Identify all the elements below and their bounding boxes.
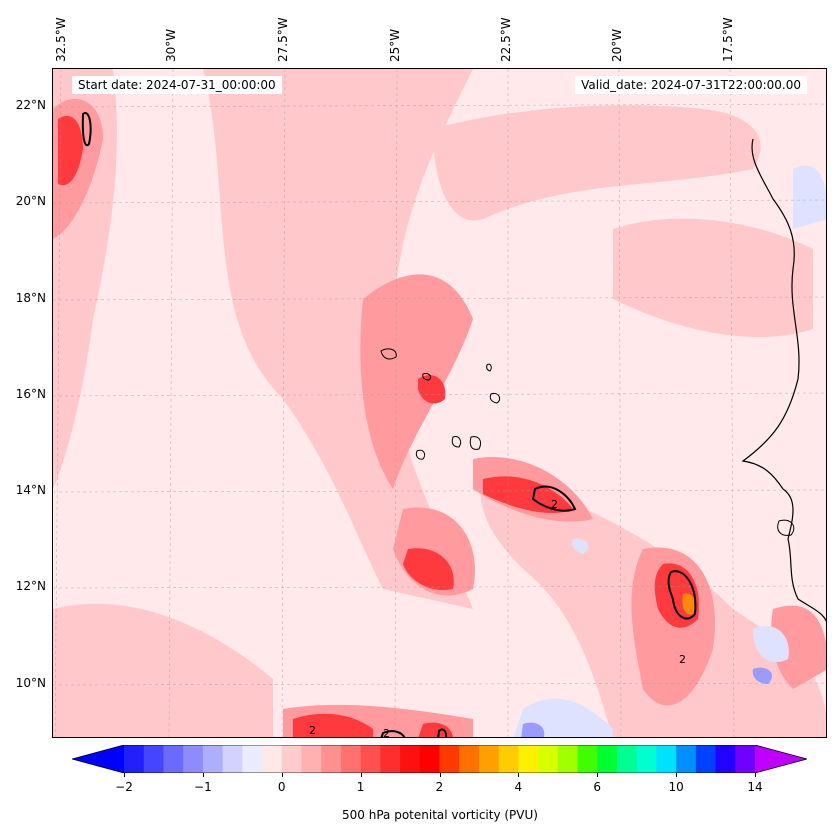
colorbar-segment xyxy=(400,745,421,773)
colorbar-segment xyxy=(695,745,717,773)
pv-2-contours xyxy=(81,112,697,737)
colorbar-tickmark xyxy=(360,773,362,777)
colorbar-tickmark xyxy=(439,773,441,777)
colorbar-tick-label: −1 xyxy=(194,780,212,794)
lat-label-14n: 14°N xyxy=(15,483,46,497)
map-panel[interactable]: 2 2 2 2 xyxy=(52,68,827,738)
lat-label-22n: 22°N xyxy=(15,98,46,112)
lat-label-12n: 12°N xyxy=(15,579,46,593)
pv-contour-labels: 2 2 2 2 xyxy=(309,498,686,738)
lon-label-27-5w: 27.5°W xyxy=(276,17,290,62)
colorbar-segment xyxy=(321,745,342,773)
colorbar-segment xyxy=(577,745,598,773)
valid-date-label: Valid_date: 2024-07-31T22:00:00.00 xyxy=(575,76,807,94)
colorbar-extend-max xyxy=(755,745,807,773)
lat-label-20n: 20°N xyxy=(15,194,46,208)
colorbar-segment xyxy=(735,745,756,773)
pv-field-blue-dark xyxy=(521,667,773,737)
colorbar-segment xyxy=(143,745,164,773)
contour-label: 2 xyxy=(551,498,558,511)
lon-label-22-5w: 22.5°W xyxy=(499,17,513,62)
contour-label: 2 xyxy=(309,724,316,737)
pv-field-blue xyxy=(513,165,826,737)
lon-label-17-5w: 17.5°W xyxy=(721,17,735,62)
colorbar-tickmark xyxy=(202,773,204,777)
colorbar-tick-label: 0 xyxy=(277,780,286,794)
colorbar-segment xyxy=(262,745,283,773)
colorbar-tick-label: −2 xyxy=(115,780,133,794)
colorbar-label: 500 hPa potenital vorticity (PVU) xyxy=(342,808,538,822)
lat-label-10n: 10°N xyxy=(15,676,46,690)
colorbar-tickmark xyxy=(124,773,125,777)
colorbar-segment xyxy=(222,745,243,773)
colorbar-tick-label: 4 xyxy=(514,780,523,794)
colorbar-segment xyxy=(518,745,539,773)
colorbar-segment xyxy=(340,745,362,773)
graticule xyxy=(53,69,826,737)
colorbar-tickmark xyxy=(281,773,283,777)
colorbar-extend-min xyxy=(72,745,124,773)
colorbar-segment xyxy=(459,745,480,773)
colorbar-tickmark xyxy=(676,773,678,777)
colorbar-segment xyxy=(676,745,697,773)
colorbar-segment xyxy=(183,745,204,773)
colorbar-segment xyxy=(656,745,677,773)
contour-label: 2 xyxy=(679,653,686,666)
colorbar-tick-label: 6 xyxy=(593,780,602,794)
colorbar-segment xyxy=(419,745,440,773)
contour-label: 2 xyxy=(383,727,390,738)
colorbar-segment xyxy=(636,745,657,773)
colorbar-tickmark xyxy=(755,773,756,777)
pv-field-orange xyxy=(682,593,695,615)
colorbar-tick-label: 1 xyxy=(356,780,365,794)
colorbar-tickmark xyxy=(518,773,520,777)
colorbar-segment xyxy=(478,745,500,773)
colorbar-segment xyxy=(557,745,579,773)
lon-label-32-5w: 32.5°W xyxy=(54,17,68,62)
start-date-label: Start date: 2024-07-31_00:00:00 xyxy=(72,76,282,94)
lon-label-30w: 30°W xyxy=(164,28,178,62)
lon-label-25w: 25°W xyxy=(388,28,402,62)
colorbar-segment xyxy=(301,745,322,773)
lat-label-16n: 16°N xyxy=(15,387,46,401)
colorbar-segment xyxy=(163,745,184,773)
colorbar-segment xyxy=(242,745,263,773)
lat-label-18n: 18°N xyxy=(15,291,46,305)
colorbar-segment xyxy=(281,745,302,773)
colorbar xyxy=(72,745,807,773)
colorbar-segment xyxy=(498,745,519,773)
pv-map: 2 2 2 2 xyxy=(53,69,826,738)
coastline xyxy=(741,138,826,623)
colorbar-segment xyxy=(439,745,460,773)
colorbar-segment xyxy=(616,745,638,773)
lon-label-20w: 20°W xyxy=(610,28,624,62)
colorbar-segment xyxy=(597,745,618,773)
colorbar-tickmark xyxy=(597,773,599,777)
colorbar-tick-label: 10 xyxy=(668,780,684,794)
colorbar-segment xyxy=(380,745,401,773)
colorbar-segment xyxy=(124,745,145,773)
islands xyxy=(380,348,795,536)
colorbar-segment xyxy=(538,745,559,773)
colorbar-segment xyxy=(360,745,381,773)
colorbar-tick-label: 14 xyxy=(747,780,763,794)
colorbar-segment xyxy=(715,745,736,773)
colorbar-tick-label: 2 xyxy=(435,780,444,794)
colorbar-segment xyxy=(202,745,224,773)
